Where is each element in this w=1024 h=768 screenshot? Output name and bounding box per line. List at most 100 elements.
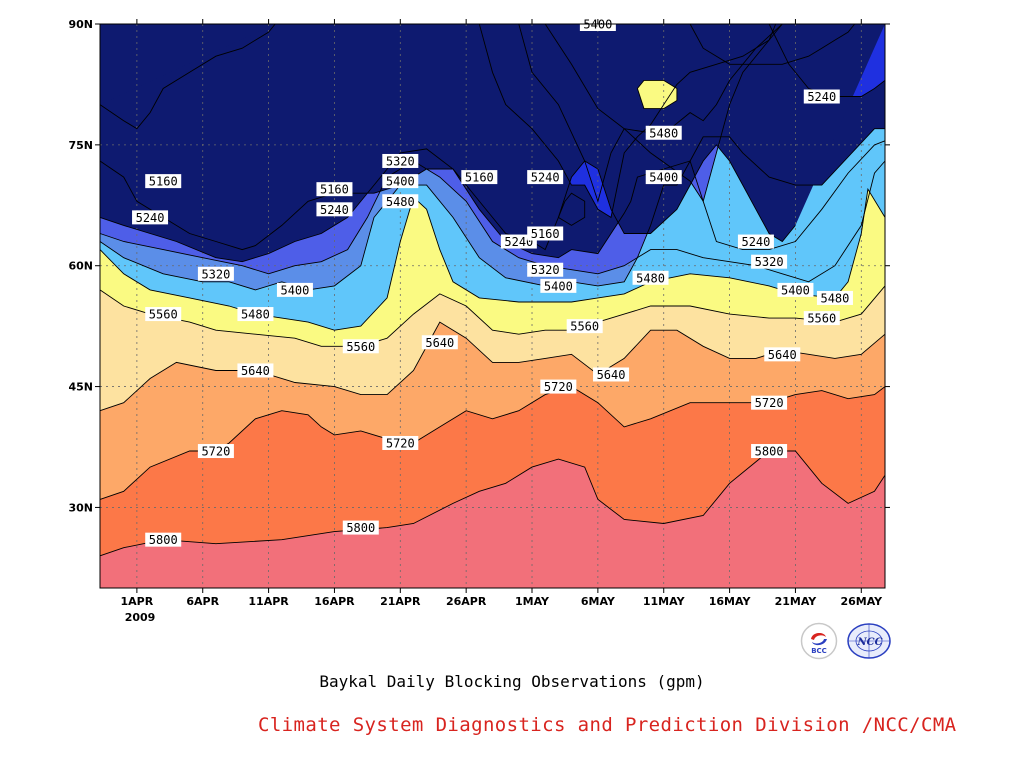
contour-line-5560-3 — [99, 285, 886, 347]
contour-label-bg-36 — [145, 174, 182, 189]
contour-labels: 5800 5800 5800 5720 5720 5720 5720 5640 5640 5640… — [132, 17, 853, 547]
x-tick-label-7: 6MAY — [581, 595, 616, 608]
organization-credit: Climate System Diagnostics and Predictio… — [258, 714, 957, 736]
x-tick-label-3: 16APR — [314, 595, 355, 608]
contour-label-bg-9 — [593, 367, 630, 382]
fill-region-5800 — [100, 451, 885, 588]
contour-label-32: 5240 — [504, 235, 533, 249]
contour-label-4: 5720 — [386, 436, 415, 450]
contour-label-11: 5560 — [149, 308, 178, 322]
contour-line-5160-16 — [557, 192, 586, 226]
contour-label-bg-5 — [540, 379, 577, 394]
x-tick-label-2: 11APR — [248, 595, 289, 608]
y-tick-label-2: 60N — [68, 260, 93, 273]
fill-region-top-5160 — [100, 24, 885, 250]
contour-line-5320-8 — [99, 160, 886, 283]
contour-label-2: 5800 — [755, 445, 784, 459]
contour-label-3: 5720 — [201, 445, 230, 459]
contour-label-9: 5640 — [597, 368, 626, 382]
contour-label-bg-35 — [803, 89, 840, 104]
contour-label-14: 5560 — [807, 312, 836, 326]
contour-line-5160-15 — [689, 23, 856, 65]
contour-label-13: 5560 — [570, 320, 599, 334]
contour-label-bg-26 — [197, 266, 234, 281]
ncc-logo-text: NCC — [856, 637, 882, 648]
x-tick-label-11: 26MAY — [840, 595, 883, 608]
contour-label-bg-18 — [816, 290, 853, 305]
contour-label-bg-25 — [645, 125, 682, 140]
y-axis: 30N 45N 60N 75N 90N — [68, 18, 890, 514]
contour-label-23: 5400 — [649, 171, 678, 185]
contour-label-35: 5240 — [807, 90, 836, 104]
contour-label-29: 5320 — [755, 255, 784, 269]
x-tick-label-6: 1MAY — [515, 595, 550, 608]
contour-label-bg-7 — [237, 363, 274, 378]
contour-label-7: 5640 — [241, 364, 270, 378]
contour-label-bg-8 — [421, 335, 458, 350]
contour-label-26: 5320 — [201, 267, 230, 281]
bcc-logo: BCC — [800, 622, 838, 660]
contour-label-bg-2 — [751, 444, 788, 459]
contour-label-bg-29 — [751, 254, 788, 269]
x-tick-label-4: 21APR — [380, 595, 421, 608]
contour-label-16: 5480 — [386, 195, 415, 209]
contour-label-38: 5160 — [465, 171, 494, 185]
contour-label-bg-15 — [237, 307, 274, 322]
contour-label-bg-39 — [527, 226, 564, 241]
contour-line-5480-7 — [636, 79, 678, 110]
x-tick-label-10: 21MAY — [775, 595, 818, 608]
contour-label-bg-38 — [461, 170, 498, 185]
contour-label-bg-30 — [132, 210, 169, 225]
x-tick-label-1: 6APR — [186, 595, 219, 608]
contour-label-bg-19 — [276, 282, 313, 297]
contour-label-8: 5640 — [425, 336, 454, 350]
contour-label-22: 5400 — [781, 283, 810, 297]
contour-label-bg-4 — [382, 435, 419, 450]
contour-label-bg-1 — [342, 520, 379, 535]
plot-frame — [99, 23, 886, 589]
contour-label-36: 5160 — [149, 175, 178, 189]
contour-label-10: 5640 — [768, 348, 797, 362]
contour-label-bg-31 — [316, 202, 353, 217]
contour-label-bg-34 — [737, 234, 774, 249]
contour-label-bg-20 — [382, 174, 419, 189]
contour-label-0: 5800 — [149, 533, 178, 547]
y-tick-label-1: 45N — [68, 381, 93, 394]
contour-label-20: 5400 — [386, 175, 415, 189]
contour-label-bg-22 — [777, 282, 814, 297]
contour-label-39: 5160 — [531, 227, 560, 241]
contour-label-bg-0 — [145, 532, 182, 547]
contour-label-bg-3 — [197, 444, 234, 459]
contour-label-1: 5800 — [346, 521, 375, 535]
y-tick-label-4: 90N — [68, 18, 93, 31]
x-axis: 1APR 6APR 11APR 16APR 21APR 26APR 1MAY 6MAY 11MA… — [121, 19, 883, 608]
bcc-logo-text: BCC — [811, 647, 827, 655]
contour-label-15: 5480 — [241, 308, 270, 322]
contour-label-bg-12 — [342, 339, 379, 354]
y-tick-label-0: 30N — [68, 501, 93, 514]
contour-label-37: 5160 — [320, 183, 349, 197]
chart-caption-title: Baykal Daily Blocking Observations (gpm) — [319, 672, 705, 691]
fill-region-top-5160 — [690, 24, 855, 65]
contour-label-33: 5240 — [531, 171, 560, 185]
y-tick-label-3: 75N — [68, 139, 93, 152]
contour-label-bg-21 — [540, 278, 577, 293]
grid-lines — [100, 23, 885, 588]
contour-line-5160-14 — [99, 23, 276, 130]
contour-label-5: 5720 — [544, 380, 573, 394]
contour-line-5240-10 — [99, 140, 886, 263]
contour-label-25: 5480 — [649, 126, 678, 140]
contour-line-5240-11 — [478, 23, 777, 219]
contour-label-bg-6 — [751, 395, 788, 410]
contour-label-bg-13 — [566, 319, 603, 334]
fill-region-island-5480 — [637, 80, 677, 109]
contour-label-6: 5720 — [755, 396, 784, 410]
contour-label-27: 5320 — [386, 154, 415, 168]
contour-line-5320-9 — [518, 23, 783, 203]
contour-label-12: 5560 — [346, 340, 375, 354]
fill-region-top-5160 — [100, 24, 276, 129]
contour-label-bg-33 — [527, 170, 564, 185]
contour-line-5400-6 — [544, 23, 783, 134]
contour-label-bg-16 — [382, 194, 419, 209]
x-tick-label-0: 1APR — [121, 595, 154, 608]
